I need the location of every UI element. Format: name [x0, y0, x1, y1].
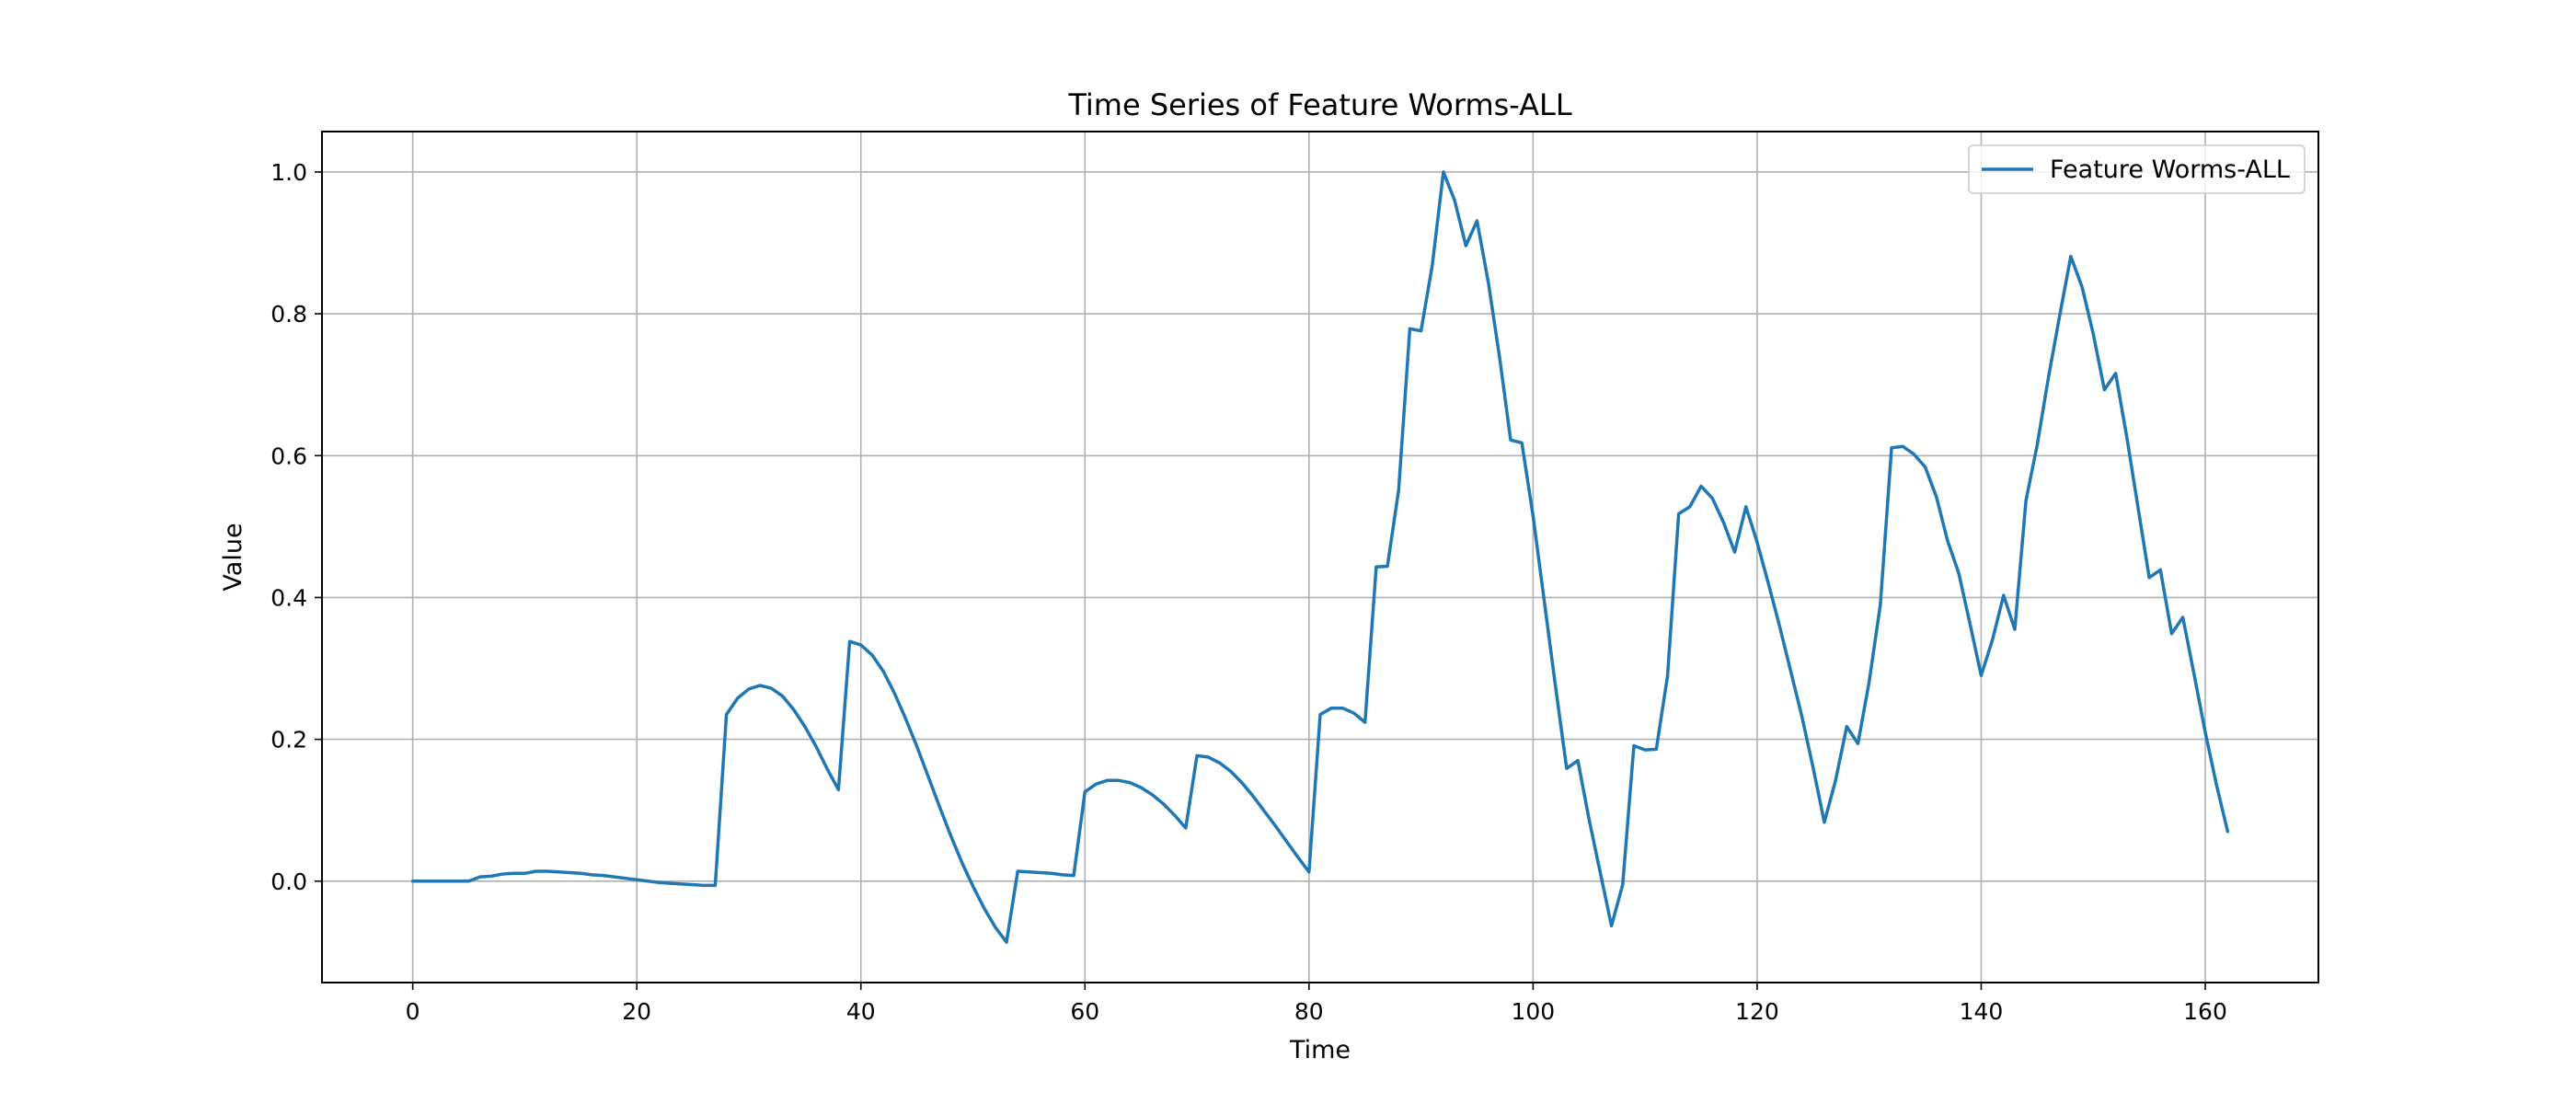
x-axis: 0 20 40 60 80 100 120 140 160 [406, 983, 2227, 1025]
y-tick-label: 0.6 [270, 443, 307, 469]
y-tick-label: 0.0 [270, 868, 307, 895]
x-tick-label: 20 [622, 998, 651, 1025]
y-tick-label: 1.0 [270, 159, 307, 186]
plot-area: 0 20 40 60 80 100 120 140 160 0.0 0.2 0.4 0.6 0.8 1.0 [270, 131, 2319, 1025]
x-tick-label: 140 [1960, 998, 2004, 1025]
x-tick-label: 60 [1070, 998, 1099, 1025]
y-axis: 0.0 0.2 0.4 0.6 0.8 1.0 [270, 159, 322, 895]
legend: Feature Worms-ALL [1968, 144, 2306, 194]
grid [322, 132, 2318, 983]
axes-frame [321, 131, 2319, 983]
y-tick-label: 0.4 [270, 584, 307, 611]
x-tick-label: 100 [1512, 998, 1556, 1025]
legend-label: Feature Worms-ALL [2050, 155, 2290, 184]
x-tick-label: 80 [1294, 998, 1324, 1025]
x-tick-label: 160 [2183, 998, 2227, 1025]
x-tick-label: 40 [846, 998, 876, 1025]
plot-background [322, 132, 2318, 983]
legend-box [1968, 144, 2306, 194]
series-line [410, 170, 2230, 944]
y-tick-label: 0.2 [270, 727, 307, 753]
y-tick-label: 0.8 [270, 301, 307, 328]
series-layer [410, 170, 2230, 944]
x-axis-label: Time [1289, 1036, 1351, 1064]
x-tick-label: 0 [406, 998, 420, 1025]
chart-title: Time Series of Feature Worms-ALL [1067, 87, 1572, 122]
x-tick-label: 120 [1735, 998, 1779, 1025]
y-axis-label: Value [219, 523, 247, 591]
